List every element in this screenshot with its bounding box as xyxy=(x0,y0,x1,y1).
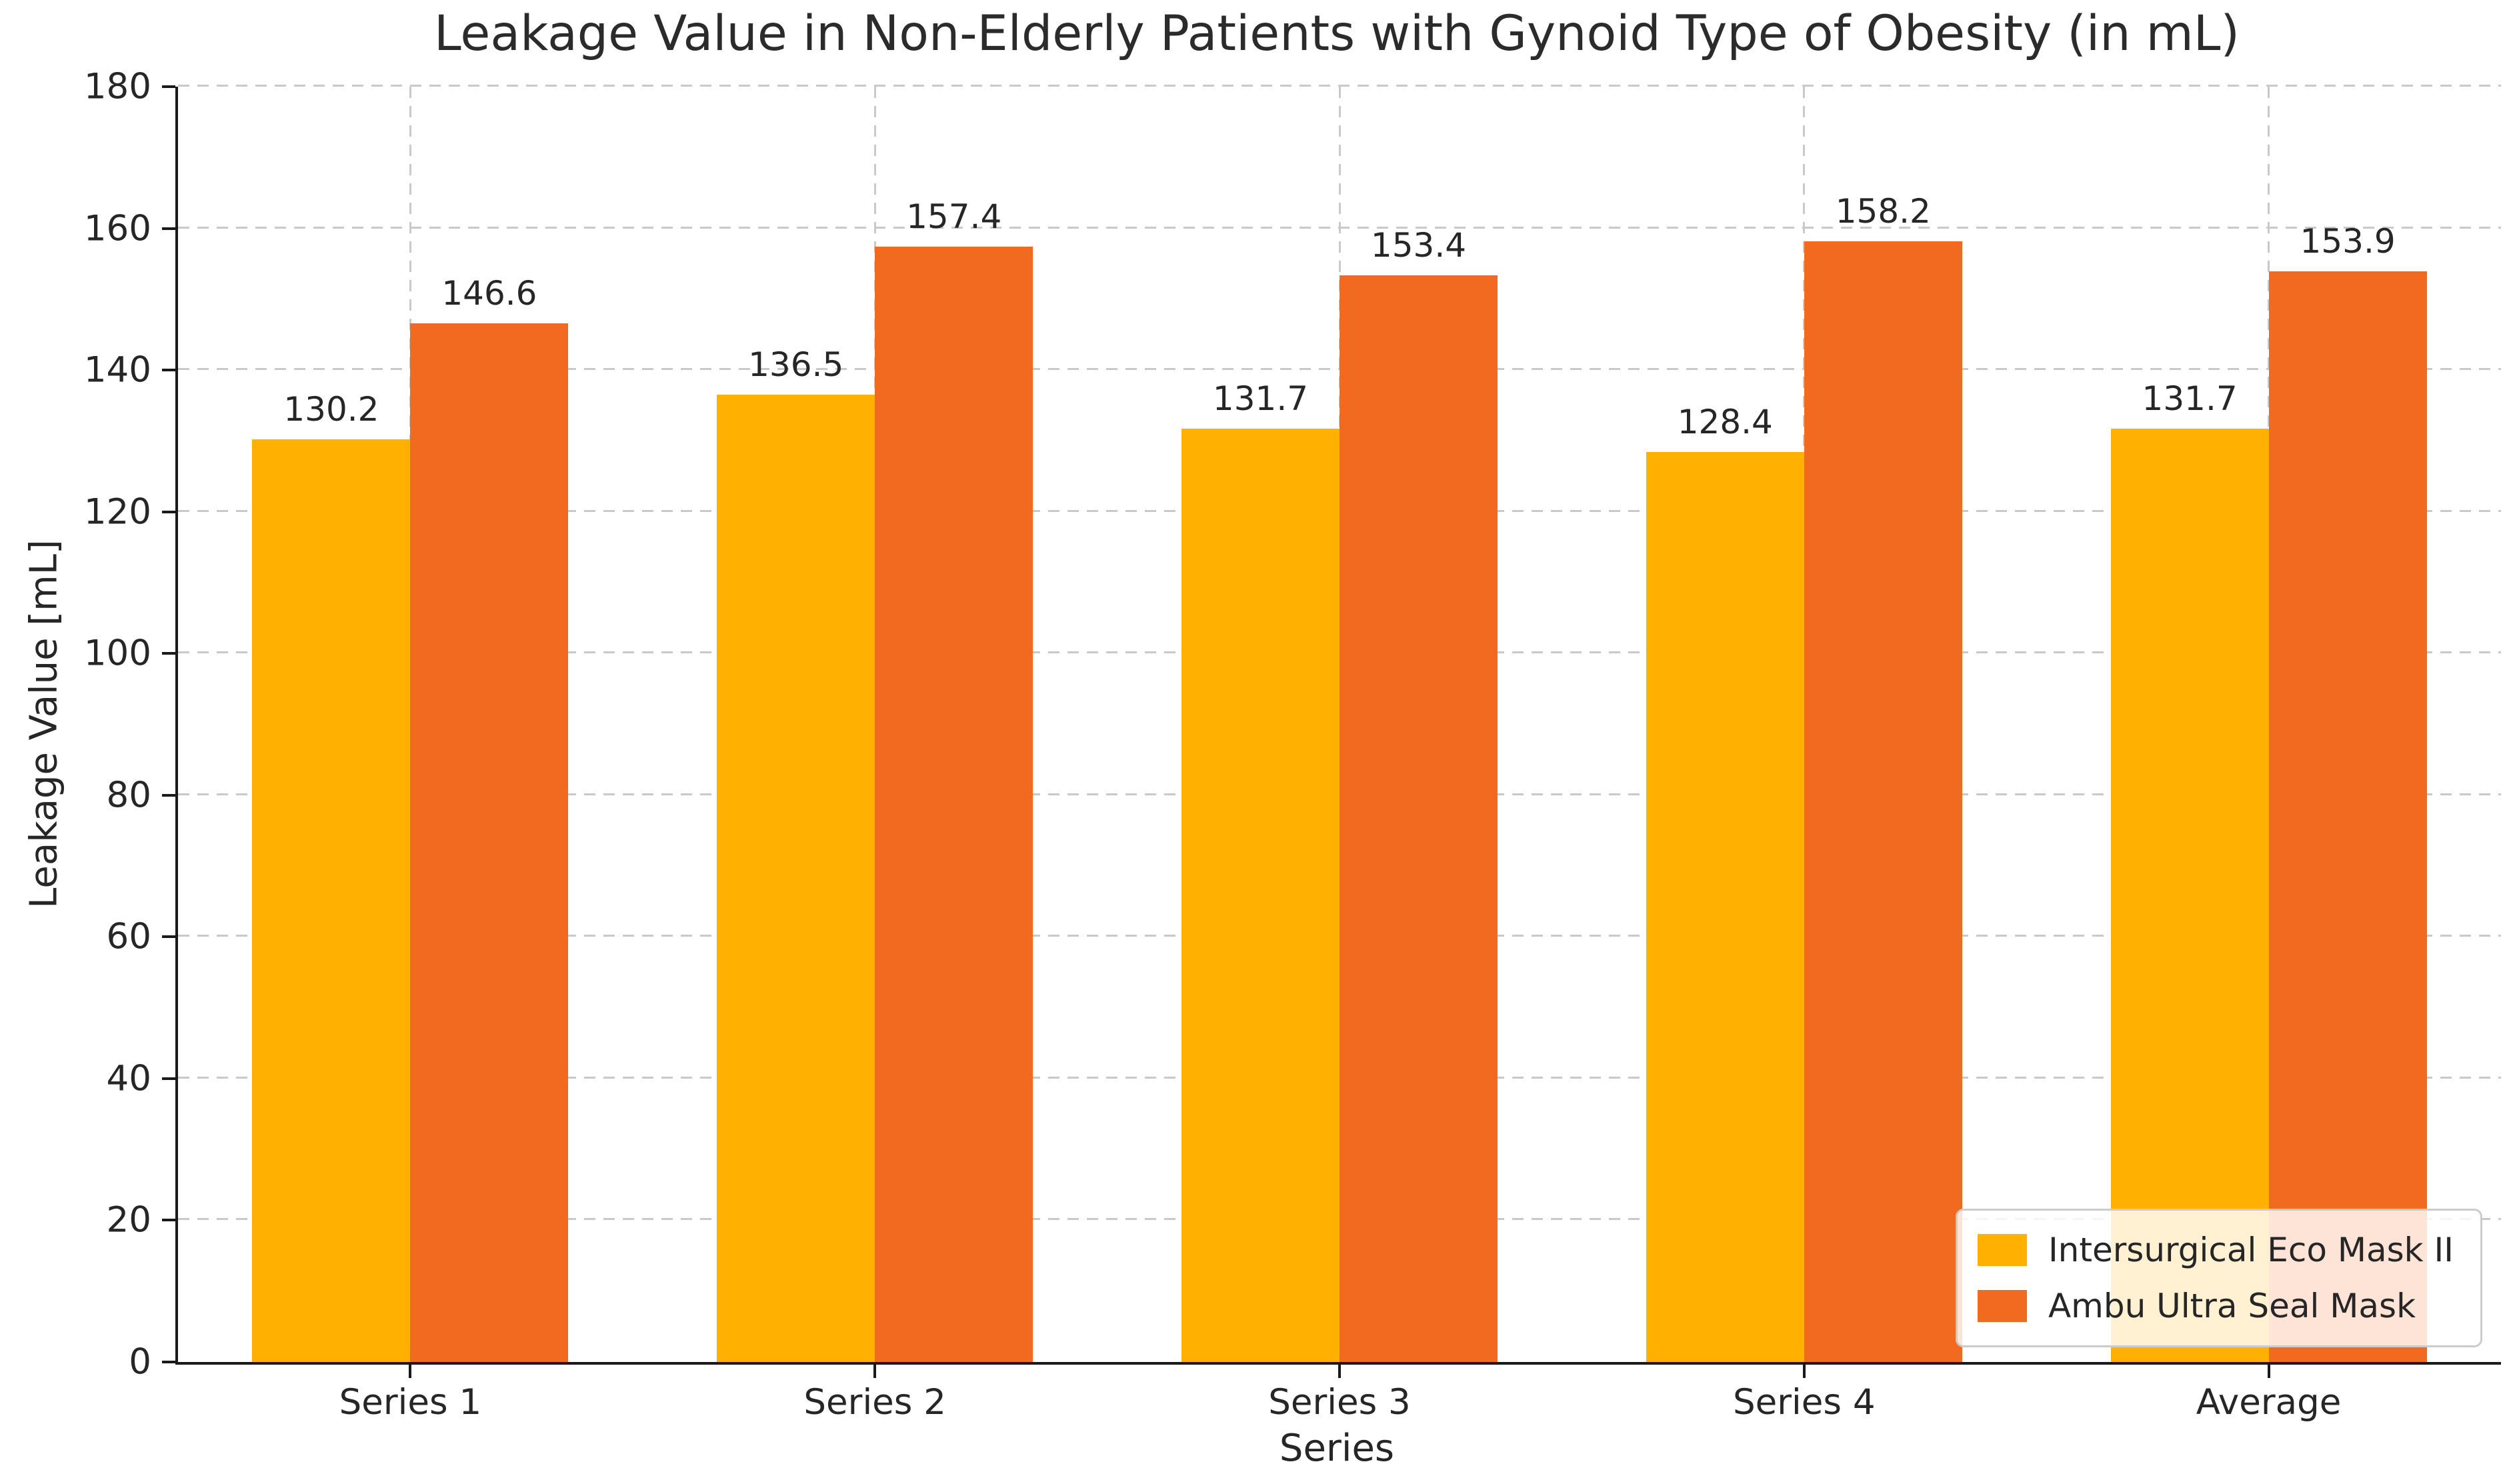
y-tick-mark xyxy=(162,369,175,372)
bar-value-label: 158.2 xyxy=(1835,191,1931,231)
bar-series-2-series-2 xyxy=(875,247,1033,1362)
bar-series-2-series-1 xyxy=(717,395,875,1362)
bar-series-3-series-2 xyxy=(1340,275,1498,1362)
y-tick-mark xyxy=(162,510,175,513)
legend-label-intersurgical: Intersurgical Eco Mask II xyxy=(2048,1231,2454,1269)
legend-row-series-2: Ambu Ultra Seal Mask xyxy=(1977,1287,2454,1325)
x-tick-label: Series 1 xyxy=(339,1382,482,1423)
bar-average-series-2 xyxy=(2268,271,2427,1362)
y-tick-label: 160 xyxy=(83,208,151,249)
x-tick-label: Series 3 xyxy=(1268,1382,1411,1423)
y-tick-label: 140 xyxy=(83,349,151,391)
bar-average-series-1 xyxy=(2110,429,2269,1362)
y-gridline xyxy=(178,85,2501,87)
plot-area: 130.2 146.6 136.5 157.4 131.7 153.4 128.4 158.2… xyxy=(84,69,2501,1423)
bar-value-label: 128.4 xyxy=(1677,403,1773,442)
legend-label-ambu: Ambu Ultra Seal Mask xyxy=(2048,1287,2416,1325)
bar-series-4-series-2 xyxy=(1804,241,1962,1362)
bar-series-1-series-1 xyxy=(252,439,411,1362)
bar-value-label: 146.6 xyxy=(441,273,537,313)
y-tick-label: 100 xyxy=(83,633,151,674)
bar-value-label: 153.9 xyxy=(2300,222,2396,261)
legend: Intersurgical Eco Mask II Ambu Ultra Sea… xyxy=(1955,1209,2482,1347)
bar-series-4-series-1 xyxy=(1646,452,1804,1362)
legend-row-series-1: Intersurgical Eco Mask II xyxy=(1977,1231,2454,1269)
x-tick-mark xyxy=(1802,1365,1806,1378)
y-tick-mark xyxy=(162,85,175,88)
y-tick-label: 0 xyxy=(129,1341,151,1383)
x-axis-label: Series xyxy=(1279,1427,1395,1470)
bar-value-label: 157.4 xyxy=(906,197,1002,237)
x-tick-mark xyxy=(2267,1365,2270,1378)
bar-value-label: 130.2 xyxy=(283,390,379,429)
y-axis-label: Leakage Value [mL] xyxy=(22,539,66,909)
bar-value-label: 153.4 xyxy=(1370,225,1467,265)
y-tick-mark xyxy=(162,793,175,797)
x-tick-mark xyxy=(1338,1365,1341,1378)
y-tick-label: 60 xyxy=(106,916,151,957)
x-tick-label: Series 4 xyxy=(1733,1382,1876,1423)
y-tick-mark xyxy=(162,1219,175,1222)
bar-value-label: 136.5 xyxy=(748,345,844,385)
legend-swatch-intersurgical xyxy=(1977,1234,2027,1266)
y-tick-mark xyxy=(162,1361,175,1363)
y-tick-label: 180 xyxy=(83,66,151,107)
bar-value-label: 131.7 xyxy=(1212,379,1309,419)
y-tick-label: 20 xyxy=(106,1199,151,1241)
x-tick-label: Average xyxy=(2196,1382,2342,1423)
bar-series-1-series-2 xyxy=(410,323,569,1362)
y-tick-mark xyxy=(162,227,175,230)
chart-title: Leakage Value in Non-Elderly Patients wi… xyxy=(434,5,2240,62)
y-tick-label: 40 xyxy=(106,1058,151,1099)
y-tick-mark xyxy=(162,652,175,655)
legend-swatch-ambu xyxy=(1977,1290,2027,1322)
x-tick-mark xyxy=(409,1365,412,1378)
bar-value-label: 131.7 xyxy=(2142,379,2238,419)
y-tick-label: 80 xyxy=(106,775,151,816)
x-tick-mark xyxy=(873,1365,877,1378)
y-tick-mark xyxy=(162,1077,175,1080)
x-tick-label: Series 2 xyxy=(803,1382,946,1423)
y-tick-mark xyxy=(162,935,175,939)
y-tick-label: 120 xyxy=(83,491,151,533)
bar-series-3-series-1 xyxy=(1181,429,1340,1362)
